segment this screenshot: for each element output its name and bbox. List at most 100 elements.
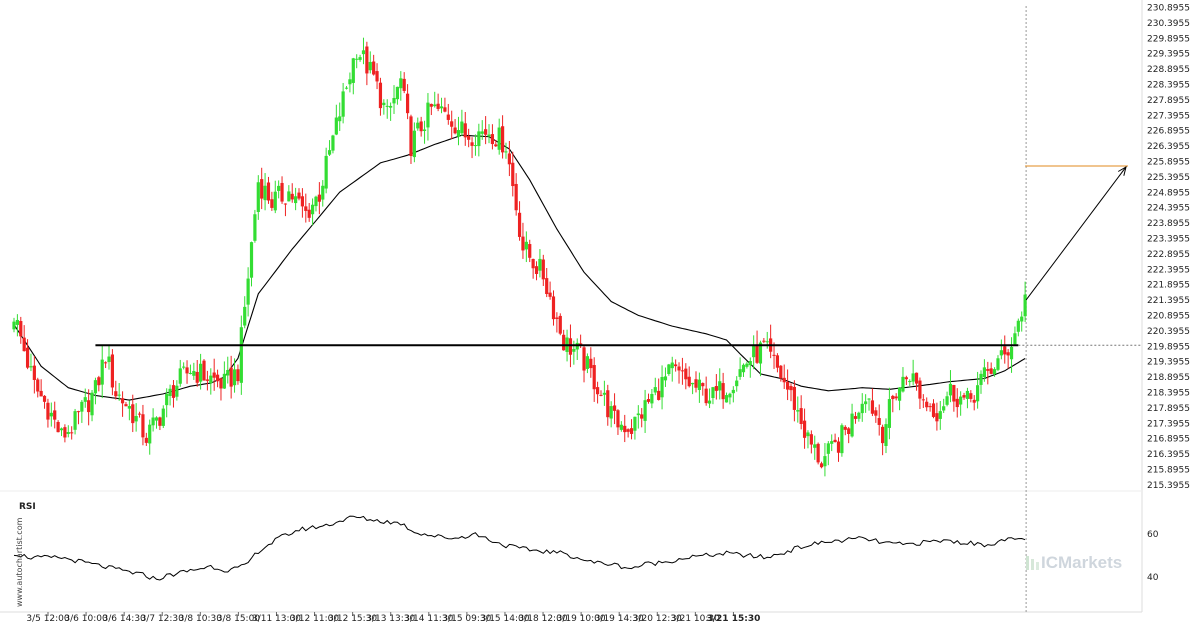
candle-body — [704, 388, 708, 404]
candle-body — [165, 393, 169, 406]
candle-body — [562, 334, 566, 351]
candle-body — [942, 406, 946, 411]
candle-body — [202, 360, 206, 381]
candle-body — [962, 395, 966, 398]
candle-body — [36, 379, 40, 392]
candle-body — [779, 365, 783, 379]
candle-body — [595, 387, 600, 395]
candle-body — [857, 412, 861, 419]
candle-body — [73, 411, 77, 430]
candle-body — [341, 91, 345, 117]
price-tick-label: 222.3955 — [1147, 265, 1190, 275]
candle-body — [46, 402, 50, 420]
candle-body — [853, 416, 858, 419]
candle-body — [409, 116, 413, 156]
time-tick-label: 3/21 10:30 — [671, 614, 720, 624]
candle-body — [623, 425, 627, 433]
candle-body — [168, 388, 172, 397]
candle-body — [182, 366, 186, 368]
candle-body — [395, 86, 400, 100]
candle-body — [80, 401, 84, 412]
candle-body — [32, 365, 36, 380]
candle-body — [653, 387, 657, 393]
price-tick-label: 228.8955 — [1147, 65, 1190, 75]
candle-body — [338, 116, 342, 122]
candle-body — [629, 428, 634, 434]
price-tick-label: 226.3955 — [1147, 142, 1190, 152]
candle-body — [344, 87, 349, 89]
candle-body — [945, 396, 949, 405]
candle-body — [914, 372, 919, 384]
candle-body — [860, 403, 864, 414]
candle-body — [283, 203, 288, 205]
candle-body — [222, 373, 226, 389]
candle-body — [925, 401, 929, 408]
candle-body — [239, 327, 243, 383]
price-tick-label: 215.3955 — [1147, 481, 1190, 491]
price-tick-label: 225.3955 — [1147, 173, 1190, 183]
price-tick-label: 230.8955 — [1147, 4, 1190, 14]
candle-body — [236, 369, 240, 382]
candle-body — [680, 370, 685, 372]
candle-body — [931, 403, 936, 417]
candle-body — [626, 429, 630, 432]
candle-body — [460, 121, 464, 134]
candle-body — [657, 390, 661, 400]
candle-body — [300, 196, 305, 207]
candle-body — [436, 103, 440, 109]
candle-body — [711, 387, 715, 398]
candle-body — [1020, 316, 1024, 322]
candle-body — [249, 242, 254, 278]
candle-body — [148, 424, 152, 444]
price-tick-label: 219.3955 — [1147, 358, 1190, 368]
candle-body — [348, 79, 352, 85]
candle-body — [270, 199, 274, 208]
time-tick-label: 3/21 15:30 — [707, 614, 761, 624]
candle-body — [334, 117, 338, 135]
candle-body — [331, 135, 335, 151]
candle-body — [799, 408, 803, 424]
candle-body — [589, 358, 593, 369]
candle-body — [762, 340, 766, 342]
candle-body — [881, 426, 885, 444]
candle-body — [541, 259, 545, 280]
candle-body — [399, 78, 403, 89]
candle-body — [382, 102, 386, 106]
time-tick-label: 3/12 11:00 — [290, 614, 339, 624]
candle-body — [582, 347, 586, 371]
candle-body — [144, 437, 148, 443]
candle-body — [131, 404, 135, 424]
candle-body — [775, 355, 780, 368]
candle-body — [752, 345, 756, 358]
candle-body — [83, 397, 87, 402]
price-tick-label: 227.3955 — [1147, 111, 1190, 121]
price-tick-label: 228.3955 — [1147, 81, 1190, 91]
candle-body — [758, 342, 763, 364]
candle-body — [867, 398, 871, 400]
candle-body — [375, 71, 379, 82]
candle-body — [110, 354, 114, 388]
candle-body — [826, 443, 830, 454]
rsi-title: RSI — [19, 502, 36, 512]
candle-body — [870, 400, 875, 414]
candle-body — [731, 389, 735, 394]
price-tick-label: 225.8955 — [1147, 158, 1190, 168]
candle-body — [965, 390, 970, 399]
candle-body — [368, 61, 372, 71]
candle-body — [76, 411, 81, 413]
candle-body — [555, 317, 559, 320]
candle-body — [392, 97, 396, 104]
candle-body — [660, 376, 664, 398]
candle-body — [999, 350, 1003, 356]
candle-body — [948, 383, 953, 396]
candle-body — [976, 385, 980, 402]
candle-body — [22, 337, 26, 352]
candle-body — [59, 428, 64, 431]
candle-body — [310, 204, 315, 215]
candle-body — [650, 393, 654, 404]
candle-body — [277, 185, 281, 191]
candle-body — [1009, 346, 1014, 360]
candle-body — [317, 194, 321, 202]
candle-body — [521, 236, 525, 251]
candle-body — [117, 394, 121, 396]
